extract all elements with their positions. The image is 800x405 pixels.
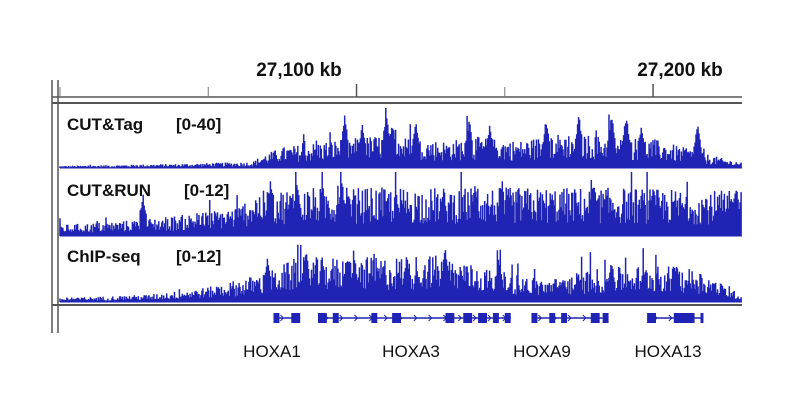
gene-exon: [332, 313, 339, 323]
gene-label-hoxa3: HOXA3: [382, 342, 440, 361]
gene-strand-arrow: [339, 314, 344, 322]
gene-models: [273, 313, 704, 323]
coordinate-label-27100: 27,100 kb: [256, 60, 342, 81]
gene-exon: [291, 313, 301, 323]
gene-exon: [317, 313, 327, 323]
gene-exon: [445, 313, 455, 323]
gene-strand-arrow: [582, 314, 587, 322]
gene-exon: [492, 313, 499, 323]
gene-strand-arrow: [668, 314, 673, 322]
track-name: CUT&Tag: [67, 115, 143, 134]
gene-strand-arrow: [383, 314, 388, 322]
gene-exon: [463, 313, 473, 323]
gene-strand-arrow: [472, 314, 477, 322]
gene-annotation-track: HOXA1 HOXA3 HOXA9 HOXA13: [243, 313, 704, 361]
track-signal: [59, 244, 742, 303]
track-cut-and-run: CUT&RUN [0-12]: [59, 172, 742, 237]
track-scale: [0-12]: [184, 181, 229, 200]
gene-strand-arrow: [567, 314, 572, 322]
gene-strand-arrow: [324, 314, 329, 322]
gene-strand-arrow: [487, 314, 492, 322]
gene-strand-arrow: [502, 314, 507, 322]
track-scale: [0-40]: [176, 115, 221, 134]
gene-exon: [371, 313, 378, 323]
gene-exon: [561, 313, 568, 323]
gene-strand-arrow: [683, 314, 688, 322]
ruler-ticks: [59, 84, 654, 97]
gene-exon: [392, 313, 401, 323]
track-signal: [59, 172, 742, 237]
gene-label-hoxa9: HOXA9: [513, 342, 571, 361]
coordinate-label-27200: 27,200 kb: [637, 60, 723, 81]
gene-strand-arrow: [443, 314, 448, 322]
gene-exon: [590, 313, 600, 323]
gene-exon: [531, 313, 538, 323]
track-chip-seq: ChIP-seq [0-12]: [59, 244, 742, 303]
signal-bars: [59, 108, 742, 168]
gene-exon: [273, 313, 280, 323]
gene-strand-arrow: [413, 314, 418, 322]
gene-strand-arrow: [280, 314, 285, 322]
gene-exon: [647, 313, 657, 323]
gene-strand-arrow: [457, 314, 463, 322]
gene-strand-arrow: [398, 314, 403, 322]
gene-strand-arrow: [368, 314, 374, 322]
gene-label-hoxa1: HOXA1: [243, 342, 301, 361]
gene-exon: [700, 313, 704, 323]
gene-strand-arrow: [428, 314, 433, 322]
track-name: CUT&RUN: [67, 181, 151, 200]
gene-label-hoxa13: HOXA13: [634, 342, 701, 361]
gene-exon: [673, 313, 695, 323]
track-scale: [0-12]: [176, 247, 221, 266]
gene-exon: [478, 313, 487, 323]
signal-bars: [59, 244, 742, 302]
gene-exon: [602, 313, 609, 323]
gene-strand-arrow: [354, 314, 359, 322]
gene-exon: [504, 313, 511, 323]
track-signal: [59, 108, 742, 169]
track-cut-and-tag: CUT&Tag [0-40]: [59, 108, 742, 169]
gene-strand-arrow: [653, 314, 658, 322]
gene-strand-arrow: [538, 314, 543, 322]
track-name: ChIP-seq: [67, 247, 141, 266]
gene-strand-arrow: [552, 314, 557, 322]
ruler: 27,100 kb 27,200 kb: [52, 60, 742, 98]
signal-bars: [59, 172, 742, 236]
gene-exon: [549, 313, 556, 323]
